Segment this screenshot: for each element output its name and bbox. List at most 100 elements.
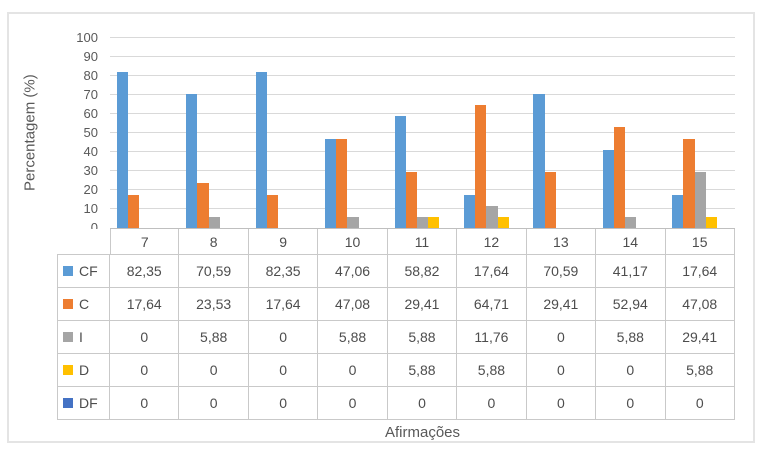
y-tick-label-100: 100 xyxy=(76,30,98,45)
bar-d-11 xyxy=(428,216,440,228)
data-table: 7 8 9 10 11 12 13 14 15 CF 82,35 70,59 82,35 47,06 58,… xyxy=(57,229,735,420)
cell-df-14: 0 xyxy=(596,387,666,420)
column-header-13: 13 xyxy=(526,229,597,255)
gridline-60 xyxy=(110,113,735,114)
cell-i-11: 5,88 xyxy=(387,321,458,354)
legend-item-cf: CF xyxy=(57,255,110,288)
bar-i-8 xyxy=(208,216,220,228)
bar-groups xyxy=(110,38,735,228)
bar-group-14 xyxy=(596,38,665,228)
y-tick-label-60: 60 xyxy=(83,106,98,121)
gridline-50 xyxy=(110,132,735,133)
cell-cf-10: 47,06 xyxy=(318,255,388,288)
cell-i-13: 0 xyxy=(526,321,597,354)
cell-i-7: 0 xyxy=(110,321,180,354)
cell-cf-8: 70,59 xyxy=(179,255,249,288)
gridline-80 xyxy=(110,75,735,76)
cell-i-10: 5,88 xyxy=(318,321,388,354)
cell-c-15: 47,08 xyxy=(665,288,735,321)
legend-label-df: DF xyxy=(79,395,98,411)
cell-d-11: 5,88 xyxy=(387,354,458,387)
cell-cf-15: 17,64 xyxy=(665,255,735,288)
cell-d-7: 0 xyxy=(110,354,180,387)
cell-i-15: 29,41 xyxy=(665,321,735,354)
cell-c-8: 23,53 xyxy=(179,288,249,321)
cell-d-8: 0 xyxy=(179,354,249,387)
cell-df-15: 0 xyxy=(665,387,735,420)
column-header-15: 15 xyxy=(665,229,735,255)
y-tick-label-10: 10 xyxy=(83,201,98,216)
bar-c-13 xyxy=(544,172,556,228)
bar-c-7 xyxy=(127,194,140,228)
cell-d-10: 0 xyxy=(318,354,388,387)
column-header-11: 11 xyxy=(387,229,458,255)
legend-label-d: D xyxy=(79,362,90,378)
y-axis-title: Percentagem (%) xyxy=(21,74,39,192)
cell-d-12: 5,88 xyxy=(457,354,527,387)
gridline-90 xyxy=(110,56,735,57)
bar-c-10 xyxy=(336,138,348,228)
bar-cf-11 xyxy=(394,116,406,228)
legend-swatch-df xyxy=(63,398,73,408)
bar-d-12 xyxy=(497,216,509,228)
cell-d-13: 0 xyxy=(526,354,597,387)
bar-group-8 xyxy=(179,38,248,228)
cell-df-7: 0 xyxy=(110,387,180,420)
legend-item-c: C xyxy=(57,288,110,321)
legend-item-d: D xyxy=(57,354,110,387)
bar-c-14 xyxy=(614,127,626,228)
bar-c-8 xyxy=(197,183,209,228)
x-axis-title: Afirmações xyxy=(384,424,461,441)
bar-cf-15 xyxy=(672,194,684,228)
cell-i-14: 5,88 xyxy=(596,321,666,354)
cell-cf-9: 82,35 xyxy=(248,255,319,288)
bar-c-9 xyxy=(266,194,278,228)
table-corner-cell xyxy=(57,229,110,255)
column-header-10: 10 xyxy=(318,229,388,255)
y-tick-label-50: 50 xyxy=(83,125,98,140)
bar-group-13 xyxy=(527,38,596,228)
gridline-10 xyxy=(110,208,735,209)
bar-group-12 xyxy=(457,38,526,228)
bar-d-15 xyxy=(705,216,717,228)
bar-c-15 xyxy=(683,138,695,228)
cell-i-9: 0 xyxy=(248,321,319,354)
cell-c-10: 47,08 xyxy=(318,288,388,321)
legend-swatch-i xyxy=(63,332,73,342)
legend-swatch-c xyxy=(63,299,73,309)
legend-item-i: I xyxy=(57,321,110,354)
cell-d-9: 0 xyxy=(248,354,319,387)
y-tick-label-20: 20 xyxy=(83,182,98,197)
legend-swatch-d xyxy=(63,365,73,375)
y-tick-label-0: 0 xyxy=(90,220,98,235)
bar-i-15 xyxy=(694,172,706,228)
bar-i-14 xyxy=(625,216,637,228)
legend-label-i: I xyxy=(79,329,83,345)
cell-cf-12: 17,64 xyxy=(457,255,527,288)
bar-group-15 xyxy=(666,38,735,228)
cell-i-12: 11,76 xyxy=(457,321,527,354)
bar-cf-8 xyxy=(186,93,198,228)
legend-swatch-cf xyxy=(63,266,73,276)
bar-cf-10 xyxy=(325,138,337,228)
gridline-20 xyxy=(110,189,735,190)
cell-c-9: 17,64 xyxy=(248,288,319,321)
bar-group-9 xyxy=(249,38,318,228)
gridline-30 xyxy=(110,170,735,171)
cell-d-15: 5,88 xyxy=(665,354,735,387)
column-header-8: 8 xyxy=(179,229,249,255)
bar-group-7 xyxy=(110,38,179,228)
y-axis-tick-labels: 0 10 20 30 40 50 60 70 80 90 100 xyxy=(56,30,98,235)
bar-i-10 xyxy=(347,216,359,228)
cell-df-12: 0 xyxy=(457,387,527,420)
plot-area xyxy=(110,37,735,229)
bar-cf-9 xyxy=(255,71,267,228)
cell-df-9: 0 xyxy=(248,387,319,420)
y-tick-label-80: 80 xyxy=(83,68,98,83)
column-header-9: 9 xyxy=(248,229,319,255)
bar-cf-14 xyxy=(602,149,614,228)
y-tick-label-70: 70 xyxy=(83,87,98,102)
bar-group-11 xyxy=(388,38,457,228)
bar-i-11 xyxy=(416,216,429,228)
